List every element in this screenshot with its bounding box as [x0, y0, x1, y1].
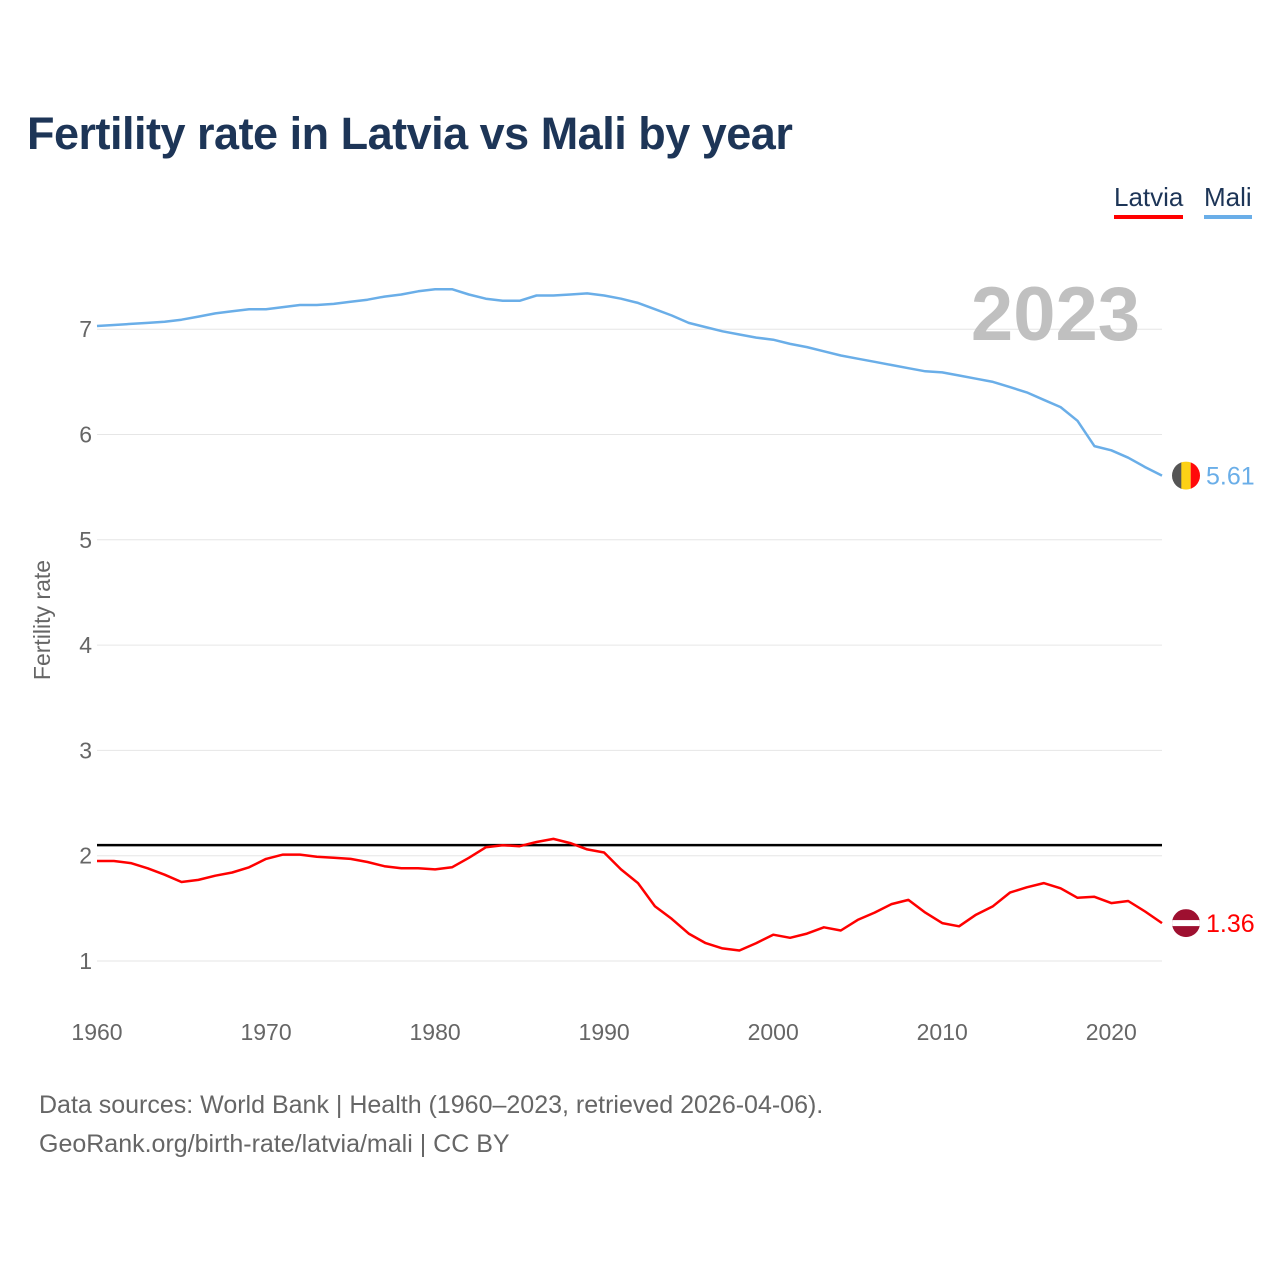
flag-stripe	[1181, 461, 1191, 490]
flag-stripe	[1190, 461, 1200, 490]
y-tick-label: 2	[79, 843, 92, 869]
mali-flag-icon	[1172, 461, 1200, 490]
y-tick-label: 6	[79, 422, 92, 448]
end-value-label: 5.61	[1206, 463, 1255, 491]
y-tick-label: 4	[79, 632, 92, 658]
data-source: Data sources: World Bank | Health (1960–…	[39, 1091, 824, 1119]
x-tick-label: 2010	[917, 1019, 968, 1045]
year-indicator: 2023	[971, 272, 1140, 357]
x-tick-label: 1980	[410, 1019, 461, 1045]
y-tick-label: 5	[79, 527, 92, 553]
source-link[interactable]: GeoRank.org/birth-rate/latvia/mali | CC …	[39, 1130, 510, 1158]
flag-stripe	[1172, 461, 1182, 490]
y-tick-label: 7	[79, 316, 92, 342]
flag-stripe	[1172, 920, 1200, 927]
series-line-mali	[96, 287, 1163, 477]
x-tick-label: 1990	[579, 1019, 630, 1045]
legend-mali[interactable]: Mali	[1204, 182, 1252, 219]
footer: Data sources: World Bank | Health (1960–…	[39, 1086, 823, 1164]
latvia-flag-icon	[1172, 909, 1200, 938]
y-tick-label: 1	[79, 948, 92, 974]
series-line-latvia	[97, 837, 1163, 952]
x-tick-label: 2000	[748, 1019, 799, 1045]
x-tick-label: 1970	[240, 1019, 291, 1045]
x-tick-label: 2020	[1086, 1019, 1137, 1045]
x-tick-label: 1960	[71, 1019, 122, 1045]
chart-title: Fertility rate in Latvia vs Mali by year	[27, 108, 793, 159]
y-axis-label: Fertility rate	[29, 560, 55, 680]
y-tick-label: 3	[79, 737, 92, 763]
end-value-label: 1.36	[1206, 910, 1255, 938]
legend-latvia[interactable]: Latvia	[1114, 182, 1184, 219]
